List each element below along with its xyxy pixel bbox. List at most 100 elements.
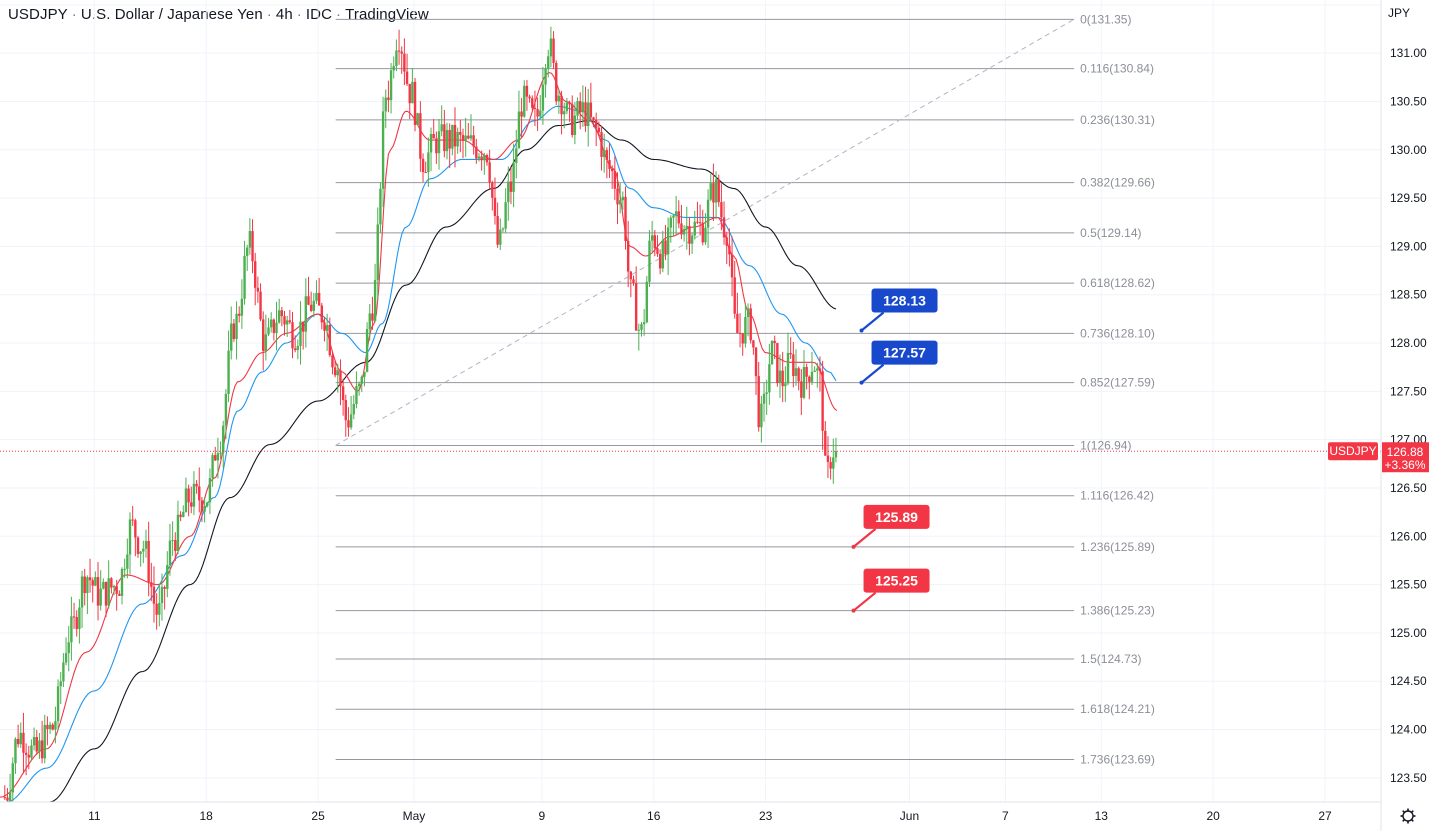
candle-body	[43, 724, 46, 759]
price-tick-label: 129.00	[1390, 239, 1427, 253]
candle-body	[182, 511, 185, 517]
candle-body	[283, 316, 286, 325]
candle-body	[246, 247, 249, 256]
time-tick-label: 27	[1318, 809, 1332, 823]
candle-body	[555, 62, 558, 102]
candle-body	[259, 291, 262, 320]
candle-body	[584, 102, 587, 127]
candle-body	[56, 686, 60, 722]
candle-body	[72, 616, 76, 618]
platform-label: TradingView	[345, 6, 429, 23]
candle-body	[480, 156, 483, 161]
candle-body	[419, 113, 422, 159]
price-tag-change: +3.36%	[1384, 458, 1425, 472]
candle-body	[648, 240, 651, 282]
candle-body	[293, 348, 297, 351]
callout-box	[863, 568, 930, 593]
candle-body	[560, 95, 563, 115]
candle-body	[16, 738, 20, 745]
header-separator: ·	[336, 6, 342, 23]
time-tick-label: 18	[200, 809, 214, 823]
candle-body	[728, 245, 731, 255]
candle-body	[589, 102, 593, 118]
candle-body	[214, 455, 217, 461]
candle-body	[435, 138, 438, 154]
candle-body	[163, 587, 166, 589]
candle-body	[637, 329, 641, 331]
candle-body	[581, 102, 585, 113]
callout-pointer	[852, 528, 877, 548]
candle-body	[483, 155, 486, 161]
candle-body	[131, 519, 134, 521]
candle-body	[349, 414, 353, 428]
candle-body	[485, 155, 489, 163]
candle-body	[174, 540, 177, 552]
candle-body	[565, 102, 569, 112]
ma-fast-line	[0, 72, 838, 798]
candle-body	[421, 158, 425, 173]
interval-label[interactable]: 4h	[275, 6, 293, 23]
candle-body	[341, 386, 345, 401]
candle-body	[547, 56, 550, 69]
candle-body	[3, 797, 6, 799]
callout-box	[863, 504, 930, 529]
time-tick-label: 20	[1206, 809, 1220, 823]
candle-body	[592, 117, 595, 120]
candle-body	[608, 160, 611, 170]
candle-body	[754, 347, 758, 377]
candle-body	[280, 310, 284, 317]
candle-body	[184, 488, 188, 512]
candle-body	[602, 150, 606, 157]
candle-body	[291, 322, 294, 349]
candle-body	[224, 393, 228, 426]
gear-icon[interactable]	[1400, 808, 1416, 824]
gear-tooth	[1402, 810, 1406, 814]
candle-body	[829, 462, 832, 469]
candle-body	[741, 333, 744, 344]
candle-body	[408, 83, 411, 104]
candle-body	[701, 222, 704, 243]
instrument-name: U.S. Dollar / Japanese Yen	[80, 6, 263, 23]
candle-body	[472, 135, 475, 147]
header-separator: ·	[266, 6, 272, 23]
candle-body	[493, 197, 497, 216]
candle-body	[336, 370, 339, 376]
fib-level-label: 1.736(123.69)	[1080, 752, 1155, 766]
candle-body	[371, 313, 374, 321]
price-tick-label: 125.50	[1390, 578, 1427, 592]
candle-body	[352, 404, 355, 415]
price-tick-label: 128.00	[1390, 336, 1427, 350]
candle-body	[40, 740, 44, 759]
candle-body	[339, 370, 342, 387]
candle-body	[160, 587, 164, 604]
candle-body	[664, 240, 667, 255]
candle-body	[760, 403, 763, 428]
price-tick-label: 123.50	[1390, 771, 1427, 785]
time-tick-label: 11	[88, 809, 101, 823]
candle-body	[677, 211, 680, 224]
candle-body	[464, 135, 467, 141]
candle-body	[400, 51, 403, 54]
candle-body	[557, 95, 561, 102]
candle-body	[744, 316, 747, 344]
candle-body	[634, 283, 638, 331]
symbol-label[interactable]: USDJPY	[8, 6, 68, 23]
candle-body	[115, 586, 118, 594]
candle-body	[616, 188, 619, 205]
price-tick-label: 128.50	[1390, 288, 1427, 302]
candle-body	[826, 455, 830, 463]
candle-body	[781, 370, 784, 387]
candle-body	[328, 325, 331, 356]
candle-body	[610, 169, 614, 172]
price-tag-value: 126.88	[1387, 445, 1424, 459]
candle-body	[488, 162, 491, 183]
candle-body	[626, 240, 630, 272]
candle-body	[123, 568, 126, 570]
callouts[interactable]: 128.13 127.57 125.89 125.25	[851, 288, 938, 613]
candle-body	[150, 582, 153, 587]
candle-body	[499, 229, 502, 245]
callout-text: 125.89	[875, 509, 918, 525]
candle-body	[296, 346, 300, 351]
